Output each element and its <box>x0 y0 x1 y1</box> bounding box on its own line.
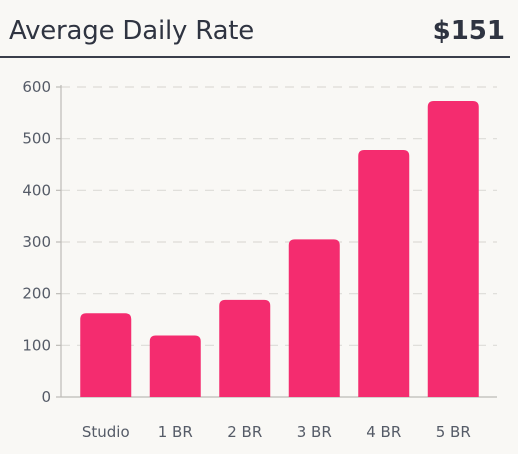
x-tick-labels: Studio 1 BR 2 BR 3 BR 4 BR 5 BR <box>82 423 471 441</box>
widget-header: Average Daily Rate $151 <box>0 0 518 58</box>
x-tick-label-1-br: 1 BR <box>158 423 193 441</box>
y-tick-label-0: 0 <box>41 388 51 406</box>
x-tick-label-4-br: 4 BR <box>366 423 401 441</box>
axes <box>56 85 497 398</box>
x-tick-label-5-br: 5 BR <box>436 423 471 441</box>
header-divider <box>0 56 510 58</box>
bars <box>80 100 479 397</box>
y-tick-labels: 0 100 200 300 400 500 600 <box>22 78 51 406</box>
bar-4-br[interactable] <box>358 150 410 397</box>
bar-2-br[interactable] <box>219 299 271 397</box>
bar-chart: 0 100 200 300 400 500 600 Studio 1 BR 2 BR 3 BR 4 … <box>0 58 518 450</box>
y-tick-label-600: 600 <box>22 78 51 96</box>
bar-studio[interactable] <box>80 313 132 397</box>
x-tick-label-studio: Studio <box>82 423 130 441</box>
y-tick-label-200: 200 <box>22 285 51 303</box>
bar-1-br[interactable] <box>149 335 201 397</box>
bar-5-br[interactable] <box>427 100 479 397</box>
widget-title: Average Daily Rate <box>9 16 255 46</box>
y-tick-label-400: 400 <box>22 181 51 199</box>
y-tick-label-300: 300 <box>22 233 51 251</box>
bar-3-br[interactable] <box>288 239 340 397</box>
bar-chart-svg: 0 100 200 300 400 500 600 Studio 1 BR 2 BR 3 BR 4 … <box>22 78 497 441</box>
y-tick-label-500: 500 <box>22 130 51 148</box>
grid-lines <box>61 86 497 346</box>
y-tick-label-100: 100 <box>22 336 51 354</box>
average-daily-rate-value: $151 <box>432 16 505 46</box>
x-tick-label-3-br: 3 BR <box>297 423 332 441</box>
x-tick-label-2-br: 2 BR <box>227 423 262 441</box>
